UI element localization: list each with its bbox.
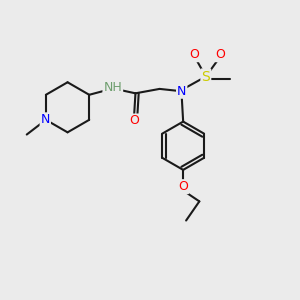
Text: S: S [202,70,210,83]
Text: N: N [40,113,50,126]
Text: O: O [129,115,139,128]
Text: O: O [189,48,199,61]
Text: N: N [177,85,186,98]
Text: O: O [216,48,226,61]
Text: NH: NH [103,81,122,94]
Text: O: O [178,180,188,193]
